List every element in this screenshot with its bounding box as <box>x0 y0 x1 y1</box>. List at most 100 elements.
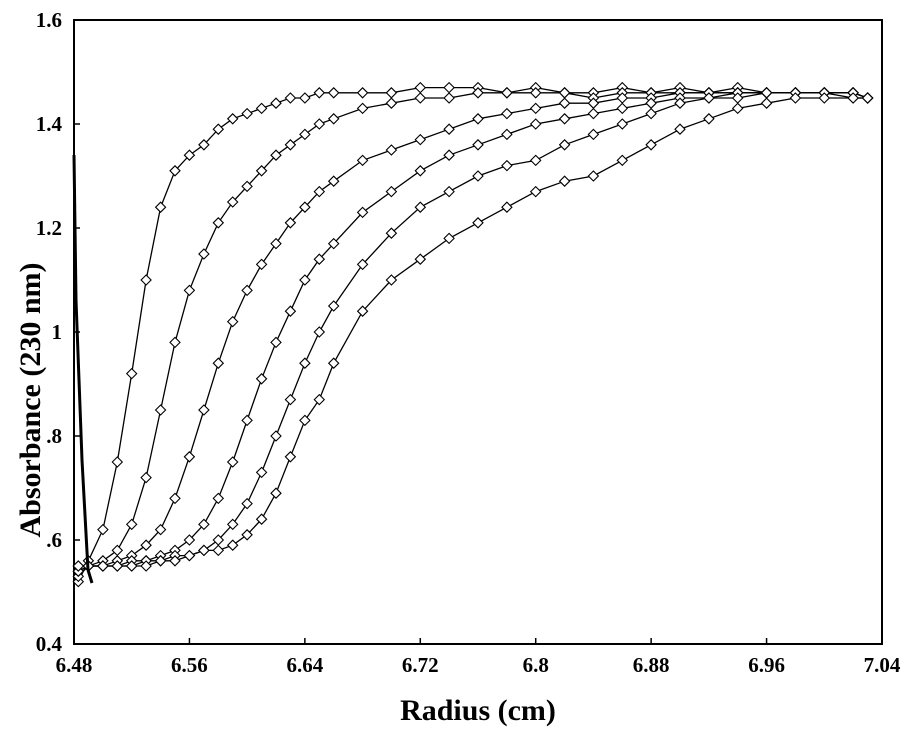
data-point <box>299 92 311 104</box>
data-point <box>284 305 297 317</box>
x-axis-ticks: 6.48 6.56 6.64 6.72 6.8 6.88 6.96 7.04 <box>56 638 901 677</box>
series-3 <box>72 87 874 577</box>
series-6 <box>72 92 874 572</box>
data-point <box>270 237 282 250</box>
data-point <box>270 97 282 109</box>
data-point <box>284 92 297 104</box>
data-point <box>472 87 484 99</box>
data-point <box>703 113 715 125</box>
data-point <box>313 87 326 99</box>
data-point <box>472 113 484 125</box>
data-point <box>169 492 181 505</box>
data-point <box>226 196 239 208</box>
data-point <box>674 97 686 109</box>
data-point <box>443 185 455 198</box>
data-point <box>356 258 369 271</box>
data-point <box>313 185 326 198</box>
data-point <box>255 373 268 385</box>
data-point <box>313 253 326 265</box>
meniscus-artifact-line <box>72 154 94 584</box>
data-point <box>212 492 225 505</box>
series-line-6 <box>78 97 868 567</box>
data-point <box>270 487 282 499</box>
series-2 <box>72 81 874 583</box>
data-point <box>558 97 571 109</box>
data-point <box>501 107 513 120</box>
data-point <box>385 97 398 109</box>
data-point <box>414 165 427 177</box>
data-point <box>414 201 427 213</box>
data-point <box>198 139 210 151</box>
data-point <box>140 539 152 551</box>
data-point <box>616 102 629 115</box>
data-point <box>616 154 629 167</box>
data-point <box>284 451 297 463</box>
data-point <box>327 357 340 369</box>
data-point <box>558 175 571 187</box>
data-point <box>226 456 239 468</box>
data-point <box>861 92 874 104</box>
x-tick-label: 6.8 <box>523 653 549 677</box>
data-point <box>414 133 427 146</box>
data-point <box>385 87 398 99</box>
data-point <box>198 248 210 260</box>
data-point <box>169 165 181 177</box>
data-point <box>299 274 311 286</box>
data-point <box>154 555 167 567</box>
x-tick-label: 6.96 <box>748 653 785 677</box>
data-point <box>327 175 340 187</box>
data-point <box>645 107 657 120</box>
data-point <box>472 170 484 182</box>
data-point <box>299 414 311 427</box>
series-4 <box>72 87 874 577</box>
data-point <box>183 284 196 297</box>
data-point <box>385 185 398 198</box>
data-point <box>414 92 427 104</box>
series-line-2 <box>77 86 868 577</box>
data-point <box>241 180 253 193</box>
data-point <box>501 128 513 141</box>
data-point <box>313 118 326 130</box>
data-point <box>472 139 484 151</box>
data-point <box>255 102 268 115</box>
data-point <box>226 113 239 125</box>
data-point <box>140 471 152 484</box>
data-point <box>212 217 225 229</box>
data-point <box>198 544 210 557</box>
data-point <box>443 81 455 94</box>
data-series-group <box>72 81 874 588</box>
data-point <box>125 367 138 380</box>
data-point <box>356 87 369 99</box>
data-point <box>327 87 340 99</box>
data-point <box>140 274 152 286</box>
data-point <box>731 102 744 115</box>
data-point <box>760 87 773 99</box>
data-point <box>414 253 427 265</box>
data-point <box>356 102 369 115</box>
data-point <box>183 149 196 161</box>
data-point <box>111 456 124 468</box>
x-tick-label: 6.88 <box>633 653 670 677</box>
data-point <box>501 87 513 99</box>
data-point <box>270 430 282 442</box>
series-line-5 <box>78 92 868 567</box>
data-point <box>327 300 340 312</box>
data-point <box>385 144 398 156</box>
data-point <box>226 518 239 531</box>
y-tick-label: 1 <box>52 320 63 344</box>
data-point <box>645 139 657 151</box>
data-point <box>674 123 686 135</box>
data-point <box>558 139 571 151</box>
data-point <box>111 560 124 572</box>
data-point <box>183 451 196 463</box>
data-point <box>241 497 253 510</box>
series-1 <box>72 81 874 588</box>
data-point <box>255 513 268 525</box>
data-point <box>212 123 225 135</box>
data-point <box>97 523 109 536</box>
series-line-1 <box>77 86 868 582</box>
data-point <box>472 217 484 229</box>
series-line-3 <box>78 92 868 572</box>
data-point <box>140 560 152 572</box>
